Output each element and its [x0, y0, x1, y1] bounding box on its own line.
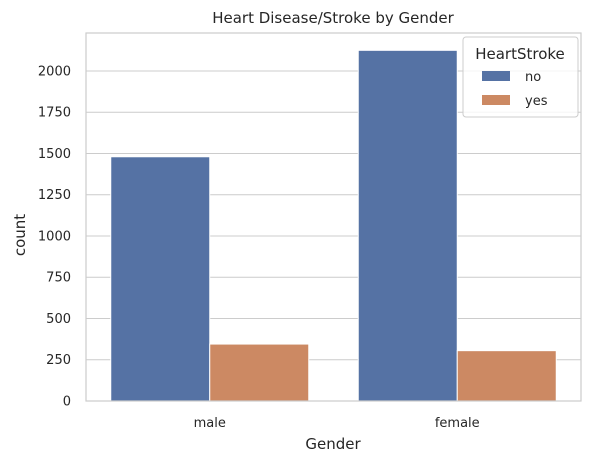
y-axis-label: count	[11, 214, 29, 256]
legend-swatch-yes	[482, 95, 510, 105]
x-tick-labels: male female	[194, 416, 480, 431]
x-tick-label-male: male	[194, 416, 226, 431]
bars	[110, 49, 557, 402]
y-tick-label: 2000	[38, 64, 71, 79]
y-tick-labels: 0 250 500 750 1000 1250 1500 1750 2000	[38, 64, 71, 409]
y-tick-label: 1750	[38, 106, 71, 121]
legend-label-yes: yes	[525, 94, 548, 109]
bar-female-no	[357, 49, 458, 402]
plot-frame	[85, 32, 582, 402]
y-tick-label: 500	[46, 312, 71, 327]
y-tick-label: 750	[46, 271, 71, 286]
y-tick-label: 1250	[38, 188, 71, 203]
legend-swatch-no	[482, 71, 510, 81]
legend-title: HeartStroke	[475, 45, 565, 63]
bar-female-yes	[456, 350, 557, 402]
bar-male-yes	[209, 343, 310, 402]
legend-label-no: no	[525, 70, 541, 85]
x-tick-label-female: female	[435, 416, 480, 431]
y-tick-label: 0	[63, 395, 71, 410]
x-axis-label: Gender	[305, 435, 361, 453]
legend: HeartStroke no yes	[462, 36, 579, 118]
bar-male-no	[110, 156, 211, 402]
chart-title: Heart Disease/Stroke by Gender	[212, 9, 454, 27]
y-tick-label: 1000	[38, 229, 71, 244]
y-tick-label: 1500	[38, 147, 71, 162]
y-tick-label: 250	[46, 353, 71, 368]
plot-border	[85, 32, 582, 402]
